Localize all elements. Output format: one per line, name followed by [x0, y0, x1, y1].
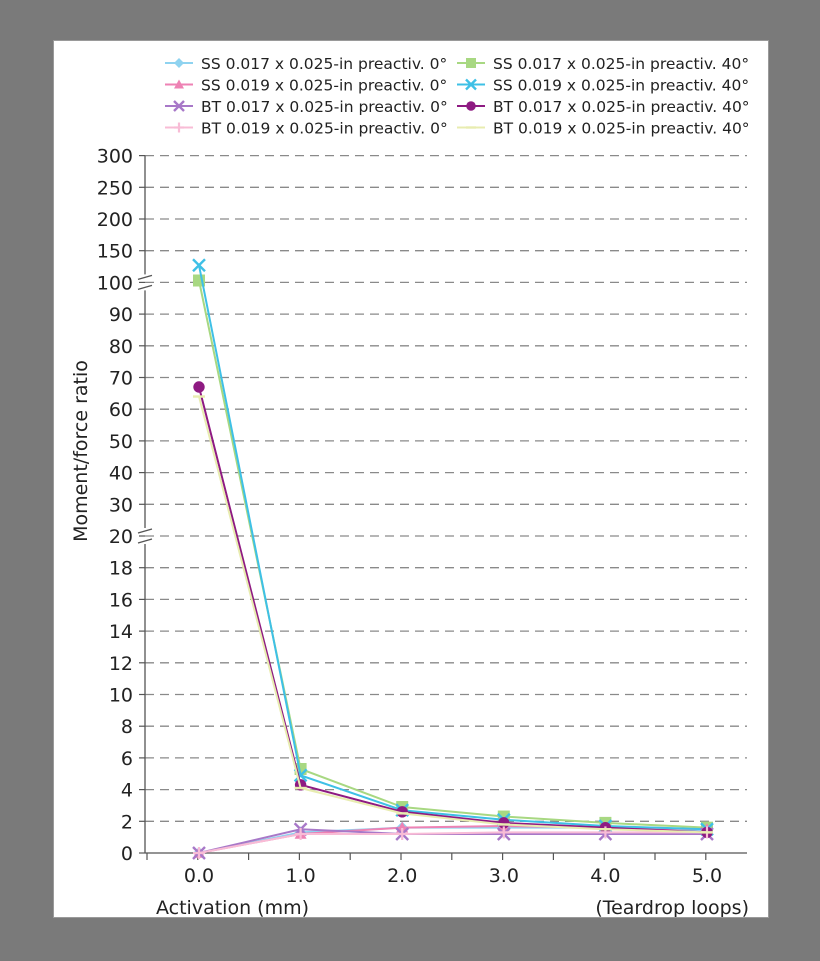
y-tick-label: 80	[109, 336, 133, 358]
y-tick-label: 70	[109, 368, 133, 390]
y-tick-label: 30	[109, 494, 133, 516]
line-chart: 0 2 4 6 8 10 12 14 16 18 20 30 40 50 60 70 80 90 100 150 200…	[70, 55, 750, 919]
marker-circle	[466, 101, 476, 111]
y-tick-label: 8	[121, 716, 133, 738]
x-tick-label: 3.0	[489, 865, 519, 887]
series-bt-0-019-x-0-025-in-preactiv-0-	[193, 826, 713, 859]
legend-label: SS 0.019 x 0.025-in preactiv. 0°	[201, 77, 447, 95]
y-tick-label: 50	[109, 431, 133, 453]
legend-item: SS 0.017 x 0.025-in preactiv. 40°	[457, 55, 749, 73]
marker-square	[466, 58, 476, 68]
y-tick-label: 100	[97, 272, 133, 294]
series-bt-0-019-x-0-025-in-preactiv-40-	[193, 395, 713, 834]
axis-break-mark	[137, 284, 153, 291]
legend-item: BT 0.017 x 0.025-in preactiv. 40°	[457, 98, 750, 116]
y-tick-label: 2	[121, 811, 133, 833]
x-tick-label: 5.0	[692, 865, 722, 887]
legend-item: BT 0.019 x 0.025-in preactiv. 0°	[165, 120, 448, 138]
marker-circle	[498, 817, 510, 829]
y-tick-label: 20	[109, 526, 133, 548]
y-tick-label: 90	[109, 304, 133, 326]
y-tick-label: 200	[97, 209, 133, 231]
marker-x	[293, 768, 308, 783]
legend-item: BT 0.019 x 0.025-in preactiv. 40°	[457, 120, 750, 138]
y-tick-label: 4	[121, 780, 133, 802]
legend-item: SS 0.019 x 0.025-in preactiv. 0°	[165, 77, 447, 95]
axes	[137, 155, 747, 860]
legend-label: BT 0.017 x 0.025-in preactiv. 0°	[201, 98, 448, 116]
marker-x	[173, 100, 185, 112]
series-line	[198, 280, 708, 829]
series-group	[192, 258, 714, 860]
series-ss-0-017-x-0-025-in-preactiv-40-	[193, 274, 713, 834]
x-tick-label: 0.0	[184, 865, 214, 887]
series-bt-0-017-x-0-025-in-preactiv-40-	[193, 381, 713, 839]
marker-x	[465, 78, 477, 91]
grid-lines	[139, 154, 747, 854]
legend-label: BT 0.019 x 0.025-in preactiv. 40°	[493, 120, 750, 138]
marker-triangle	[174, 79, 184, 89]
y-tick-label: 0	[121, 843, 133, 865]
y-tick-label: 40	[109, 463, 133, 485]
marker-circle	[193, 381, 205, 393]
legend-item: BT 0.017 x 0.025-in preactiv. 0°	[165, 98, 448, 116]
chart-panel: 0 2 4 6 8 10 12 14 16 18 20 30 40 50 60 70 80 90 100 150 200…	[53, 40, 769, 919]
y-tick-label: 60	[109, 399, 133, 421]
legend-label: SS 0.017 x 0.025-in preactiv. 40°	[493, 55, 749, 73]
legend-item: SS 0.019 x 0.025-in preactiv. 40°	[457, 77, 749, 95]
legend-label: BT 0.017 x 0.025-in preactiv. 40°	[493, 98, 750, 116]
series-line	[198, 386, 708, 834]
legend-label: SS 0.017 x 0.025-in preactiv. 0°	[201, 55, 447, 73]
x-tick-labels: 0.0 1.0 2.0 3.0 4.0 5.0	[184, 865, 722, 887]
y-tick-label: 10	[109, 685, 133, 707]
axis-break-mark	[137, 274, 153, 281]
y-tick-labels: 0 2 4 6 8 10 12 14 16 18 20 30 40 50 60 70 80 90 100 150 200…	[97, 146, 133, 865]
x-axis-label: Activation (mm)	[156, 897, 309, 917]
axis-break-mark	[137, 528, 153, 534]
marker-x	[192, 258, 206, 273]
legend-label: SS 0.019 x 0.025-in preactiv. 40°	[493, 77, 749, 95]
legend: SS 0.017 x 0.025-in preactiv. 0° SS 0.017…	[165, 55, 750, 138]
series-line	[198, 831, 707, 854]
x-axis-label-right: (Teardrop loops)	[595, 897, 749, 917]
series-line	[198, 396, 708, 834]
x-tick-label: 1.0	[285, 865, 315, 887]
y-tick-label: 18	[109, 558, 133, 580]
axis-break-mark	[137, 538, 153, 544]
y-tick-label: 250	[97, 177, 133, 199]
x-tick-label: 2.0	[387, 865, 417, 887]
y-tick-label: 12	[109, 653, 133, 675]
y-tick-label: 300	[97, 146, 133, 168]
x-tick-label: 4.0	[590, 865, 620, 887]
y-tick-label: 6	[121, 748, 133, 770]
legend-item: SS 0.017 x 0.025-in preactiv. 0°	[165, 55, 447, 73]
series-line	[198, 265, 708, 831]
y-tick-label: 14	[109, 621, 133, 643]
y-tick-label: 150	[97, 241, 133, 263]
marker-diamond	[174, 58, 184, 68]
y-axis-label: Moment/force ratio	[70, 360, 92, 542]
legend-label: BT 0.019 x 0.025-in preactiv. 0°	[201, 120, 448, 138]
y-tick-label: 16	[109, 589, 133, 611]
